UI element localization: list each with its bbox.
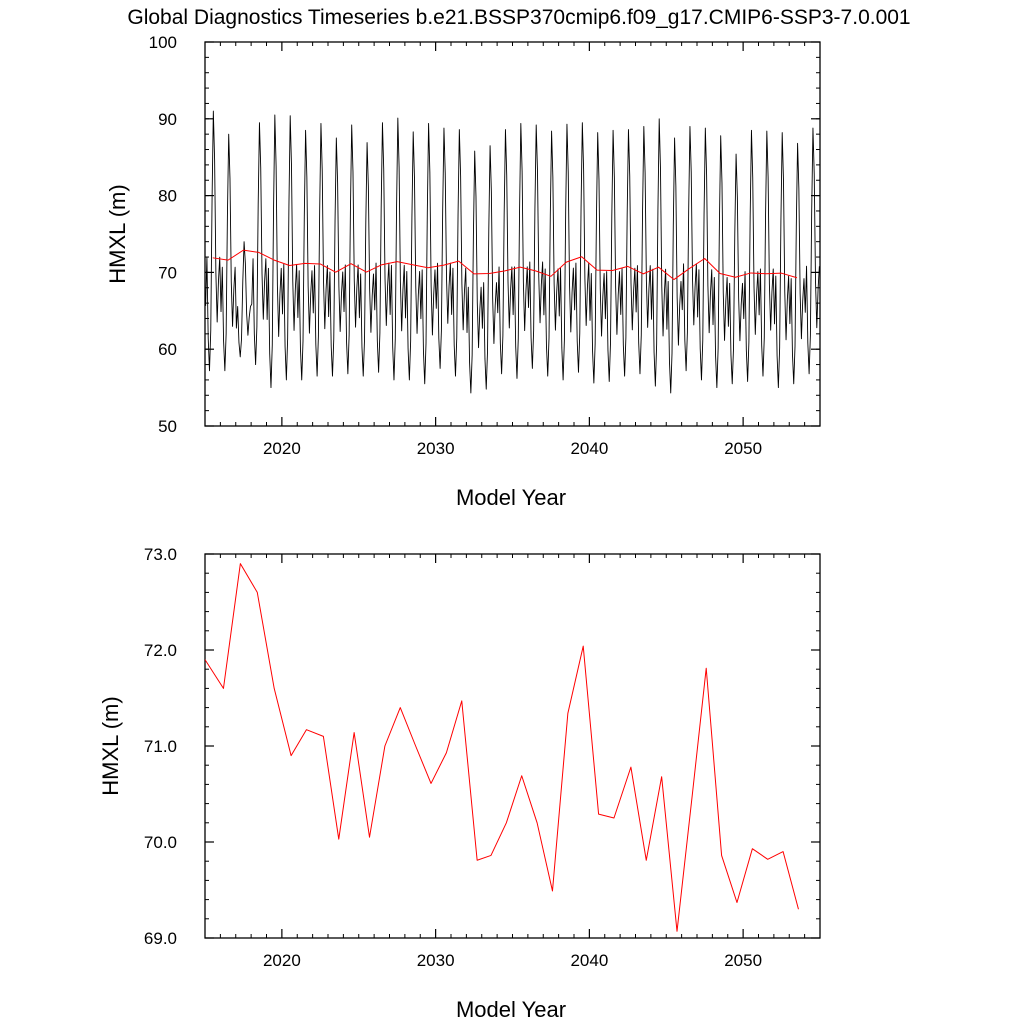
y-tick-label: 70.0 xyxy=(144,833,177,852)
plot-area xyxy=(205,110,820,394)
y-tick-label: 90 xyxy=(158,110,177,129)
top-x-axis-label: Model Year xyxy=(456,485,566,510)
annual-mean-series-line xyxy=(212,249,798,281)
x-tick-label: 2030 xyxy=(417,951,455,970)
y-tick-label: 72.0 xyxy=(144,641,177,660)
x-tick-label: 2020 xyxy=(263,951,301,970)
y-tick-label: 71.0 xyxy=(144,737,177,756)
y-tick-label: 60 xyxy=(158,340,177,359)
y-tick-label: 73.0 xyxy=(144,545,177,564)
x-tick-label: 2040 xyxy=(570,439,608,458)
annual-mean-series-line xyxy=(205,563,799,932)
x-tick-label: 2020 xyxy=(263,439,301,458)
y-tick-label: 69.0 xyxy=(144,929,177,948)
bottom-panel: 2020 2030 2040 2050 69.0 70.0 71.0 72.0 73.0 xyxy=(144,545,821,970)
x-tick-label: 2030 xyxy=(417,439,455,458)
top-panel: 2020 2030 2040 2050 50 60 70 80 90 100 xyxy=(149,33,821,458)
y-tick-label: 70 xyxy=(158,263,177,282)
monthly-series-line xyxy=(205,110,820,394)
y-tick-label: 80 xyxy=(158,187,177,206)
top-y-axis-label: HMXL (m) xyxy=(105,184,130,283)
x-tick-label: 2040 xyxy=(570,951,608,970)
plot-frame xyxy=(204,41,821,427)
x-tick-label: 2050 xyxy=(724,951,762,970)
bottom-x-axis-label: Model Year xyxy=(456,997,566,1022)
y-tick-label: 50 xyxy=(158,417,177,436)
bottom-y-axis-label: HMXL (m) xyxy=(98,696,123,795)
chart-title: Global Diagnostics Timeseries b.e21.BSSP… xyxy=(127,6,910,29)
x-tick-label: 2050 xyxy=(724,439,762,458)
plot-area xyxy=(205,563,799,932)
y-tick-label: 100 xyxy=(149,33,177,52)
